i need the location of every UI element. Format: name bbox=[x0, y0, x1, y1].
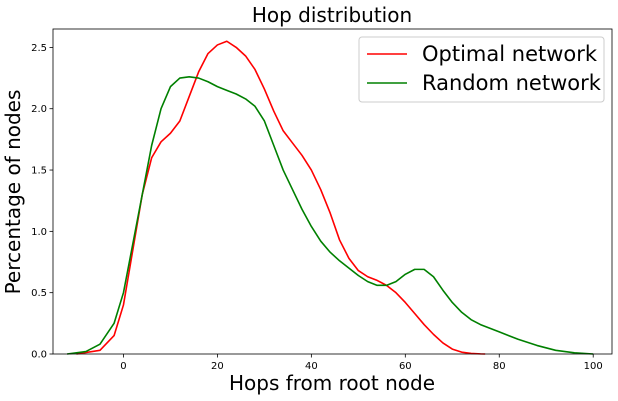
legend-label-1: Random network bbox=[422, 71, 602, 95]
legend-box bbox=[358, 36, 605, 103]
y-axis-ticks: 0.0 0.5 1.0 1.5 2.0 2.5 bbox=[31, 43, 53, 361]
y-tick-label: 1.5 bbox=[31, 166, 47, 177]
legend: Optimal network Random network bbox=[358, 36, 605, 103]
x-tick-label: 40 bbox=[305, 361, 318, 372]
x-axis-ticks: 0 20 40 60 80 100 bbox=[120, 354, 603, 372]
x-tick-label: 60 bbox=[399, 361, 412, 372]
y-tick-label: 2.0 bbox=[31, 104, 47, 115]
y-axis-label: Percentage of nodes bbox=[1, 90, 25, 295]
legend-label-0: Optimal network bbox=[422, 42, 598, 66]
series-line-1 bbox=[66, 76, 594, 355]
y-tick-label: 0.5 bbox=[31, 288, 47, 299]
plot-frame bbox=[52, 28, 613, 355]
x-tick-label: 0 bbox=[120, 361, 126, 372]
series-line-0 bbox=[76, 40, 486, 355]
chart-title: Hop distribution bbox=[252, 3, 412, 27]
x-axis-label: Hops from root node bbox=[229, 371, 435, 395]
x-tick-label: 80 bbox=[493, 361, 506, 372]
y-tick-label: 2.5 bbox=[31, 43, 47, 54]
plot-area bbox=[52, 28, 613, 355]
x-tick-label: 20 bbox=[211, 361, 224, 372]
y-tick-label: 0.0 bbox=[31, 350, 47, 361]
y-tick-label: 1.0 bbox=[31, 227, 47, 238]
x-tick-label: 100 bbox=[584, 361, 603, 372]
